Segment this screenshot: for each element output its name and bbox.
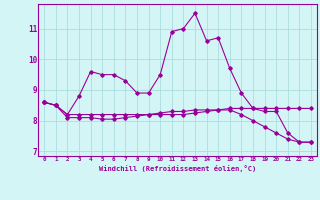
X-axis label: Windchill (Refroidissement éolien,°C): Windchill (Refroidissement éolien,°C) [99, 165, 256, 172]
